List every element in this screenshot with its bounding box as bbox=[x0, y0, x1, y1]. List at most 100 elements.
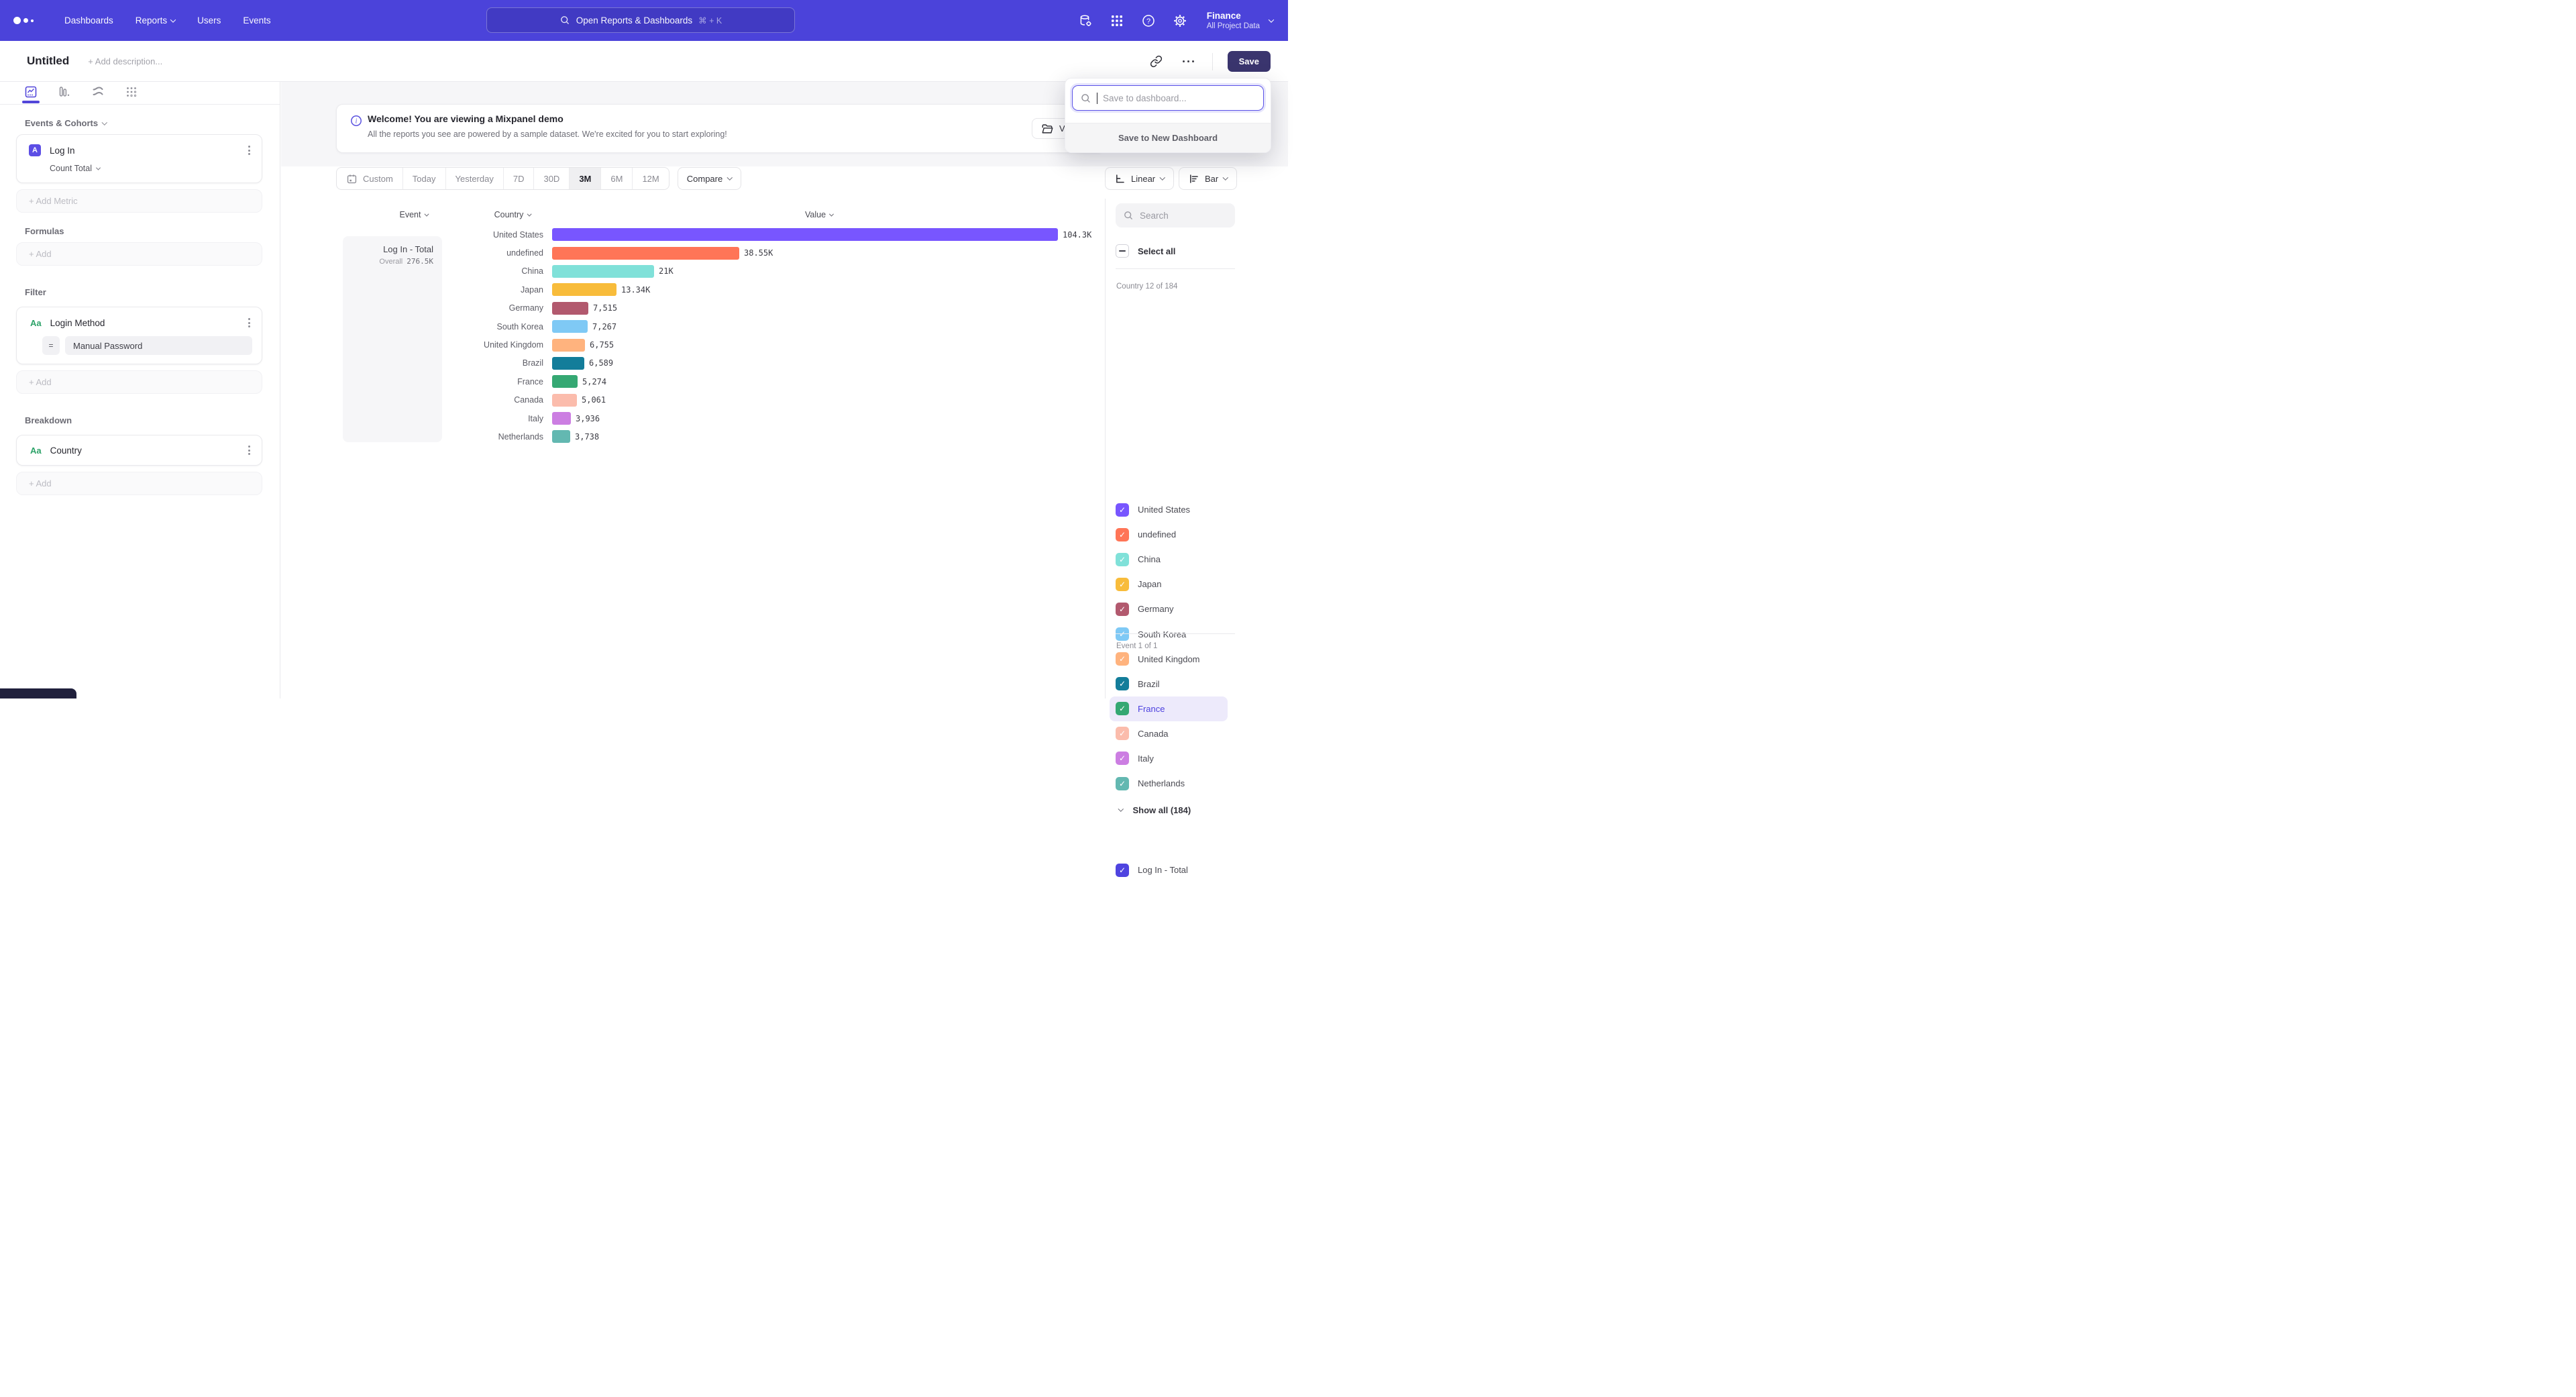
more-options-button[interactable] bbox=[1180, 53, 1197, 70]
chart-bar-row-germany[interactable]: Germany 7,515 bbox=[280, 299, 1105, 317]
range-custom[interactable]: Custom bbox=[337, 168, 402, 189]
add-description-button[interactable]: + Add description... bbox=[88, 56, 163, 66]
apps-grid-icon[interactable] bbox=[1110, 13, 1124, 28]
range-3m[interactable]: 3M bbox=[569, 168, 601, 189]
bar-italy[interactable] bbox=[552, 412, 571, 425]
select-all-checkbox[interactable] bbox=[1116, 244, 1129, 258]
event-total-cell[interactable]: Log In - Total Overall 276.5K bbox=[343, 236, 442, 442]
legend-country-italy[interactable]: ✓ Italy bbox=[1110, 746, 1228, 771]
nav-link-users[interactable]: Users bbox=[197, 15, 221, 25]
legend-country-south-korea[interactable]: ✓ South Korea bbox=[1110, 621, 1228, 646]
legend-country-france[interactable]: ✓ France bbox=[1110, 696, 1228, 721]
filter-card-login-method[interactable]: Aa Login Method = Manual Password bbox=[16, 307, 262, 364]
filter-operator[interactable]: = bbox=[42, 336, 60, 355]
header-event[interactable]: Event bbox=[400, 210, 429, 219]
checkbox-france[interactable]: ✓ bbox=[1116, 702, 1129, 716]
nav-link-reports[interactable]: Reports bbox=[136, 15, 176, 25]
chart-bar-row-united-kingdom[interactable]: United Kingdom 6,755 bbox=[280, 335, 1105, 354]
chart-bar-row-japan[interactable]: Japan 13.34K bbox=[280, 280, 1105, 299]
tab-insights[interactable] bbox=[22, 82, 40, 103]
legend-country-germany[interactable]: ✓ Germany bbox=[1110, 597, 1228, 621]
legend-country-canada[interactable]: ✓ Canada bbox=[1110, 721, 1228, 746]
nav-link-dashboards[interactable]: Dashboards bbox=[64, 15, 113, 25]
save-dashboard-search-input[interactable]: Save to dashboard... bbox=[1072, 85, 1264, 111]
add-breakdown-button[interactable]: + Add bbox=[16, 472, 262, 495]
bar-south-korea[interactable] bbox=[552, 320, 588, 333]
checkbox-south-korea[interactable]: ✓ bbox=[1116, 627, 1129, 641]
checkbox-undefined[interactable]: ✓ bbox=[1116, 527, 1129, 541]
chart-bar-row-netherlands[interactable]: Netherlands 3,738 bbox=[280, 427, 1105, 446]
breakdown-card-country[interactable]: Aa Country bbox=[16, 435, 262, 466]
project-switcher[interactable]: Finance All Project Data bbox=[1207, 11, 1275, 31]
kebab-menu-icon[interactable] bbox=[246, 444, 252, 457]
chart-type-button[interactable]: Bar bbox=[1179, 167, 1237, 190]
bar-canada[interactable] bbox=[552, 393, 577, 407]
data-management-icon[interactable] bbox=[1078, 13, 1093, 28]
settings-gear-icon[interactable] bbox=[1173, 13, 1187, 28]
bar-undefined[interactable] bbox=[552, 246, 739, 260]
legend-search-input[interactable]: Search bbox=[1116, 203, 1235, 227]
chart-bar-row-canada[interactable]: Canada 5,061 bbox=[280, 391, 1105, 409]
checkbox-united-kingdom[interactable]: ✓ bbox=[1116, 652, 1129, 666]
checkbox-japan[interactable]: ✓ bbox=[1116, 577, 1129, 591]
save-button[interactable]: Save bbox=[1227, 51, 1271, 72]
breakdown-property-name[interactable]: Country bbox=[50, 445, 82, 456]
checkbox-brazil[interactable]: ✓ bbox=[1116, 677, 1129, 691]
header-country[interactable]: Country bbox=[494, 210, 532, 219]
filter-property-name[interactable]: Login Method bbox=[50, 317, 105, 328]
chart-bar-row-france[interactable]: France 5,274 bbox=[280, 372, 1105, 391]
global-search-button[interactable]: Open Reports & Dashboards ⌘ + K bbox=[486, 7, 795, 33]
range-yesterday[interactable]: Yesterday bbox=[445, 168, 503, 189]
section-events-cohorts[interactable]: Events & Cohorts bbox=[25, 118, 262, 128]
checkbox-canada[interactable]: ✓ bbox=[1116, 727, 1129, 741]
chart-bar-row-brazil[interactable]: Brazil 6,589 bbox=[280, 354, 1105, 372]
show-all-button[interactable]: Show all (184) bbox=[1116, 798, 1191, 821]
aggregation-selector[interactable]: Count Total bbox=[50, 164, 101, 173]
checkbox-united-states[interactable]: ✓ bbox=[1116, 503, 1129, 517]
nav-link-events[interactable]: Events bbox=[243, 15, 271, 25]
chart-bar-row-undefined[interactable]: undefined 38.55K bbox=[280, 244, 1105, 262]
kebab-menu-icon[interactable] bbox=[246, 144, 252, 157]
bar-brazil[interactable] bbox=[552, 356, 584, 370]
bar-netherlands[interactable] bbox=[552, 430, 570, 444]
checkbox-germany[interactable]: ✓ bbox=[1116, 602, 1129, 616]
legend-country-united-states[interactable]: ✓ United States bbox=[1110, 497, 1228, 522]
checkbox-log-in-total[interactable]: ✓ bbox=[1116, 863, 1129, 877]
legend-country-undefined[interactable]: ✓ undefined bbox=[1110, 522, 1228, 547]
range-today[interactable]: Today bbox=[402, 168, 445, 189]
add-filter-button[interactable]: + Add bbox=[16, 370, 262, 394]
chart-bar-row-south-korea[interactable]: South Korea 7,267 bbox=[280, 317, 1105, 335]
save-to-new-dashboard-button[interactable]: Save to New Dashboard bbox=[1065, 123, 1271, 152]
bar-japan[interactable] bbox=[552, 283, 616, 297]
tab-flows[interactable] bbox=[89, 82, 107, 102]
tab-retention[interactable] bbox=[123, 82, 140, 102]
range-6m[interactable]: 6M bbox=[600, 168, 632, 189]
report-title[interactable]: Untitled bbox=[27, 54, 70, 67]
metric-event-name[interactable]: Log In bbox=[50, 145, 75, 156]
chart-bar-row-china[interactable]: China 21K bbox=[280, 262, 1105, 280]
copy-link-icon[interactable] bbox=[1148, 53, 1165, 70]
bar-germany[interactable] bbox=[552, 301, 588, 315]
bar-france[interactable] bbox=[552, 375, 578, 389]
scale-selector-button[interactable]: Linear bbox=[1105, 167, 1174, 190]
legend-country-china[interactable]: ✓ China bbox=[1110, 547, 1228, 572]
legend-country-japan[interactable]: ✓ Japan bbox=[1110, 572, 1228, 597]
checkbox-netherlands[interactable]: ✓ bbox=[1116, 776, 1129, 790]
range-7d[interactable]: 7D bbox=[502, 168, 534, 189]
header-value[interactable]: Value bbox=[805, 210, 835, 219]
legend-country-united-kingdom[interactable]: ✓ United Kingdom bbox=[1110, 647, 1228, 672]
legend-country-brazil[interactable]: ✓ Brazil bbox=[1110, 672, 1228, 696]
add-formula-button[interactable]: + Add bbox=[16, 242, 262, 266]
chart-bar-row-united-states[interactable]: United States 104.3K bbox=[280, 225, 1105, 244]
bar-united-states[interactable] bbox=[552, 228, 1058, 242]
chart-bar-row-italy[interactable]: Italy 3,936 bbox=[280, 409, 1105, 427]
select-all-row[interactable]: Select all bbox=[1116, 244, 1175, 258]
legend-country-netherlands[interactable]: ✓ Netherlands bbox=[1110, 771, 1228, 796]
help-icon[interactable]: ? bbox=[1141, 13, 1156, 28]
add-metric-button[interactable]: + Add Metric bbox=[16, 189, 262, 213]
legend-event-log-in-total[interactable]: ✓ Log In - Total bbox=[1110, 858, 1228, 882]
checkbox-italy[interactable]: ✓ bbox=[1116, 752, 1129, 766]
compare-button[interactable]: Compare bbox=[677, 167, 741, 190]
range-30d[interactable]: 30D bbox=[533, 168, 569, 189]
bar-china[interactable] bbox=[552, 264, 654, 278]
